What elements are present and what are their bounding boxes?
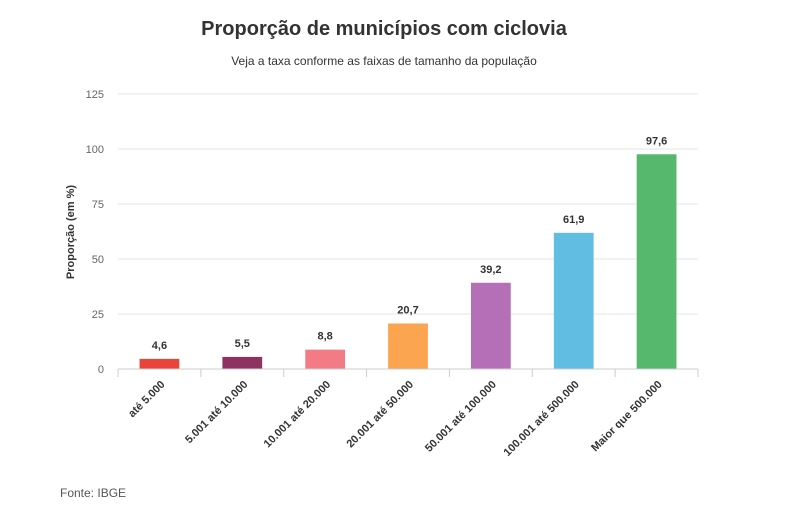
y-tick-label: 75 xyxy=(92,199,104,211)
x-tick-label: 20.001 até 50.000 xyxy=(344,379,416,451)
bar xyxy=(470,282,511,369)
x-tick-label: 5.001 até 10.000 xyxy=(183,379,250,446)
data-label: 8,8 xyxy=(317,331,332,343)
bar xyxy=(553,232,594,369)
bars xyxy=(139,154,677,369)
chart-title: Proporção de municípios com ciclovia xyxy=(201,18,567,40)
data-label: 97,6 xyxy=(646,135,667,147)
chart-subtitle: Veja a taxa conforme as faixas de tamanh… xyxy=(231,54,537,68)
y-tick-label: 100 xyxy=(86,144,104,156)
y-axis-ticks: 0 25 50 75 100 125 xyxy=(86,89,104,376)
x-axis: até 5.000 5.001 até 10.000 10.001 até 20.0… xyxy=(117,368,699,459)
y-tick-label: 0 xyxy=(98,364,104,376)
bar xyxy=(388,323,428,369)
x-tick-label: 10.001 até 20.000 xyxy=(262,379,334,451)
y-tick-label: 125 xyxy=(86,89,104,101)
data-labels: 4,6 5,5 8,8 20,7 39,2 61,9 97,6 xyxy=(152,135,668,352)
source-note: Fonte: IBGE xyxy=(60,486,127,500)
x-tick-label: Maior que 500.000 xyxy=(589,379,665,455)
x-tick-label: até 5.000 xyxy=(126,379,167,420)
data-label: 20,7 xyxy=(397,304,418,316)
data-label: 61,9 xyxy=(563,214,584,226)
data-label: 39,2 xyxy=(480,264,501,276)
y-tick-label: 25 xyxy=(92,309,104,321)
y-tick-label: 50 xyxy=(92,254,104,266)
gridlines xyxy=(118,93,698,315)
bar xyxy=(305,349,346,369)
y-axis-label: Proporção (em %) xyxy=(65,185,77,279)
x-tick-label: 50.001 até 100.000 xyxy=(423,379,499,455)
x-tick-label: 100.001 até 500.000 xyxy=(502,379,582,459)
data-label: 5,5 xyxy=(235,338,250,350)
bar xyxy=(222,356,263,369)
data-label: 4,6 xyxy=(152,340,167,352)
bar xyxy=(139,358,180,369)
bar xyxy=(636,154,677,369)
